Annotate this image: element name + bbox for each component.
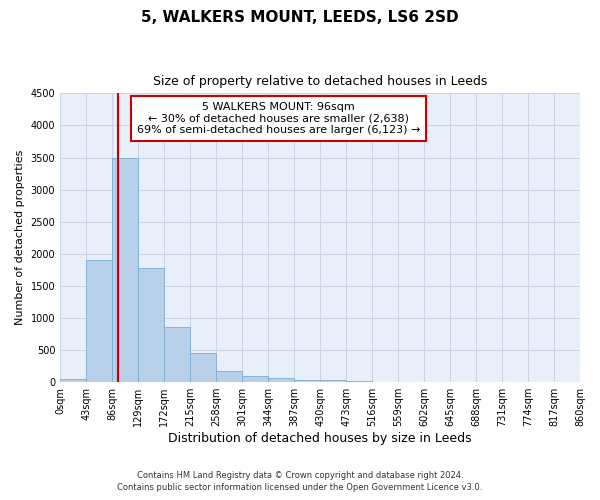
Bar — [60, 379, 86, 382]
Bar — [294, 380, 320, 382]
Text: Contains HM Land Registry data © Crown copyright and database right 2024.: Contains HM Land Registry data © Crown c… — [137, 471, 463, 480]
Bar — [138, 268, 164, 382]
Bar — [86, 260, 112, 382]
Text: Contains public sector information licensed under the Open Government Licence v3: Contains public sector information licen… — [118, 484, 482, 492]
Text: 5 WALKERS MOUNT: 96sqm
← 30% of detached houses are smaller (2,638)
69% of semi-: 5 WALKERS MOUNT: 96sqm ← 30% of detached… — [137, 102, 420, 135]
X-axis label: Distribution of detached houses by size in Leeds: Distribution of detached houses by size … — [168, 432, 472, 445]
Y-axis label: Number of detached properties: Number of detached properties — [15, 150, 25, 326]
Text: 5, WALKERS MOUNT, LEEDS, LS6 2SD: 5, WALKERS MOUNT, LEEDS, LS6 2SD — [141, 10, 459, 25]
Bar — [242, 376, 268, 382]
Title: Size of property relative to detached houses in Leeds: Size of property relative to detached ho… — [153, 75, 487, 88]
Bar — [346, 381, 372, 382]
Bar — [320, 380, 346, 382]
Bar — [216, 371, 242, 382]
Bar — [164, 327, 190, 382]
Bar — [190, 352, 216, 382]
Bar — [112, 158, 138, 382]
Bar — [268, 378, 294, 382]
